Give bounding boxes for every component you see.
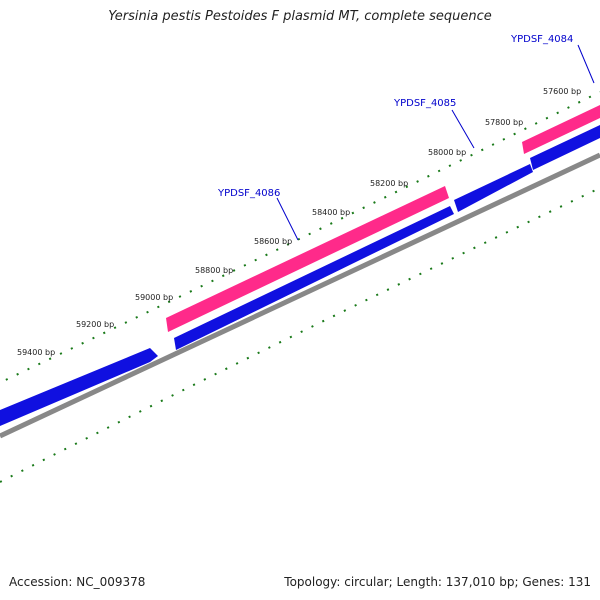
outer-tick-track: [0, 91, 600, 384]
tick-label: 58400 bp: [312, 208, 350, 217]
cds-track: [0, 125, 600, 426]
sequence-summary: Topology: circular; Length: 137,010 bp; …: [284, 575, 591, 589]
tick-label: 59200 bp: [76, 320, 114, 329]
gene-label-4085[interactable]: YPDSF_4085: [393, 98, 456, 109]
gene-segment-4086[interactable]: [166, 186, 449, 332]
gene-track: [166, 105, 600, 332]
tick-label: 57600 bp: [543, 87, 581, 96]
gene-label-4086[interactable]: YPDSF_4086: [217, 188, 280, 199]
gene-label-4084[interactable]: YPDSF_4084: [510, 34, 573, 45]
cds-segment-4085[interactable]: [454, 164, 533, 212]
cds-segment-4084[interactable]: [530, 125, 600, 170]
accession-label: Accession: NC_009378: [9, 575, 146, 589]
tick-label: 59000 bp: [135, 293, 173, 302]
gene-label-leaders: [276, 44, 595, 241]
tick-label: 58600 bp: [254, 237, 292, 246]
gene-segment-4084[interactable]: [522, 105, 600, 154]
tick-label: 58000 bp: [428, 148, 466, 157]
tick-label: 58800 bp: [195, 266, 233, 275]
tick-label: 59400 bp: [17, 348, 55, 357]
map-title: Yersinia pestis Pestoides F plasmid MT, …: [108, 9, 492, 24]
cds-segment-left[interactable]: [0, 348, 158, 426]
sequence-backbone: [0, 152, 600, 439]
cds-segment-4086[interactable]: [174, 206, 454, 350]
tick-label: 57800 bp: [485, 118, 523, 127]
tick-label: 58200 bp: [370, 179, 408, 188]
inner-tick-track: [0, 187, 600, 483]
